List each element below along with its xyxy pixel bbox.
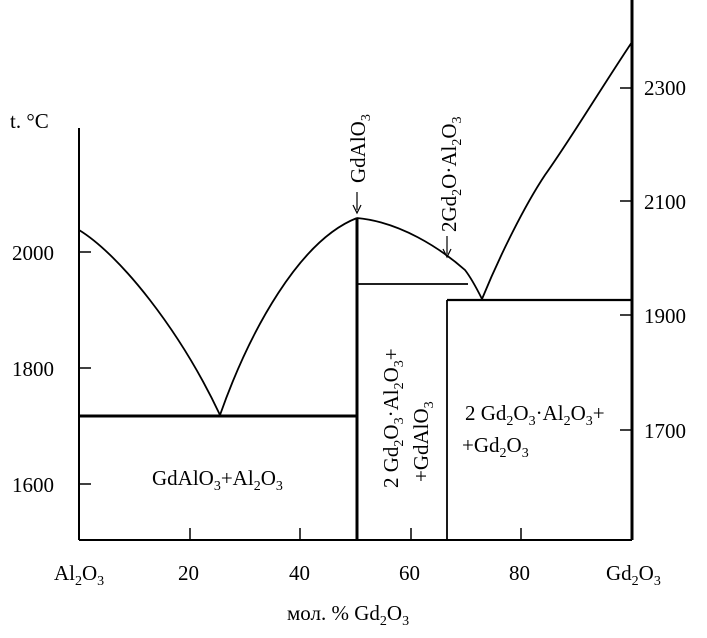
right-tick-label: 1900 bbox=[644, 304, 686, 328]
bottom-axis-ticks bbox=[189, 528, 522, 540]
right-tick-label: 1700 bbox=[644, 419, 686, 443]
x-axis-right-end-label: Gd2O3 bbox=[606, 561, 661, 589]
left-tick-label: 2000 bbox=[12, 241, 54, 265]
left-tick-label: 1800 bbox=[12, 357, 54, 381]
right-tick-label: 2100 bbox=[644, 190, 686, 214]
liquidus-left bbox=[78, 229, 221, 416]
region-label-left: GdAlO3+Al2O3 bbox=[152, 466, 283, 494]
left-tick-label: 1600 bbox=[12, 473, 54, 497]
region-label-middle-line2: +GdAlO3 bbox=[409, 401, 437, 482]
liquidus-gdalo3-right bbox=[356, 217, 483, 300]
arrow-gd2o-al2o3 bbox=[442, 236, 452, 259]
region-label-middle-line1: 2 Gd2O3·Al2O3+ bbox=[379, 348, 407, 488]
region-label-right-line1: 2 Gd2O3·Al2O3+ bbox=[465, 401, 605, 429]
region-label-right-line2: +Gd2O3 bbox=[462, 433, 529, 461]
x-axis-title: мол. % Gd2O3 bbox=[287, 601, 409, 629]
left-axis-ticks bbox=[79, 251, 91, 485]
bottom-tick-label: 60 bbox=[399, 561, 420, 585]
arrow-gdalo3 bbox=[352, 192, 362, 215]
liquidus-right bbox=[481, 41, 633, 300]
bottom-tick-label: 20 bbox=[178, 561, 199, 585]
liquidus-gdalo3-left bbox=[219, 217, 358, 416]
right-axis-ticks bbox=[620, 87, 632, 431]
bottom-tick-label: 40 bbox=[289, 561, 310, 585]
left-axis-unit-label: t. °C bbox=[10, 109, 49, 133]
x-axis-left-end-label: Al2O3 bbox=[54, 561, 104, 589]
compound-label-gd2o-al2o3: 2Gd2O·Al2O3 bbox=[437, 116, 465, 232]
bottom-tick-label: 80 bbox=[509, 561, 530, 585]
compound-label-gdalo3: GdAlO3 bbox=[346, 114, 374, 183]
right-tick-label: 2300 bbox=[644, 76, 686, 100]
